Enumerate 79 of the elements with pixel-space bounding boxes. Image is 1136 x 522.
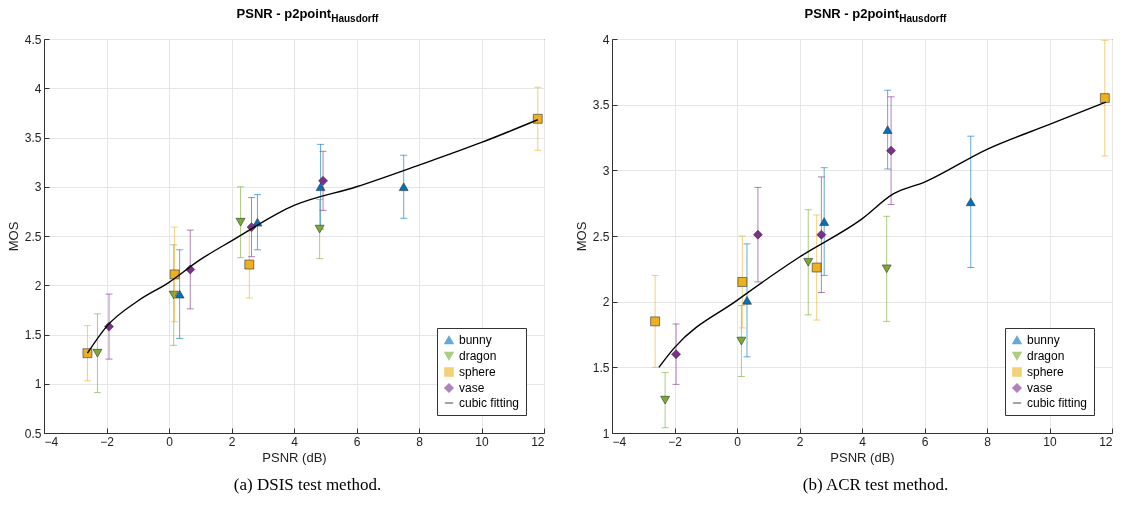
text: (a) DSIS test method. (232, 475, 383, 495)
point (92, 349, 103, 358)
y-axis-title: MOS (5, 221, 21, 252)
point (318, 176, 328, 186)
point (882, 125, 893, 134)
y-tick-label: 4 (602, 32, 610, 47)
point (742, 296, 752, 305)
legend-label: bunny (1027, 333, 1060, 347)
y-tick-label: 0.5 (24, 426, 42, 441)
chart-title: PSNR - p2point$_{Hausdorff}$ (235, 5, 380, 26)
point (82, 348, 93, 358)
point (174, 289, 185, 299)
y-tick-label: 3.5 (24, 131, 42, 145)
x-tick-label: −2 (100, 434, 115, 449)
y-tick-label: 1.5 (592, 360, 610, 375)
y-tick-label: 1 (602, 426, 610, 441)
point (315, 182, 326, 191)
legend-label: cubic fitting (1027, 396, 1088, 410)
x-tick-label: 0 (166, 434, 174, 449)
legend-label: vase (1027, 381, 1053, 395)
y-tick-label: 1 (34, 377, 42, 392)
point (168, 290, 179, 300)
point (532, 114, 543, 124)
point (736, 336, 747, 346)
point (811, 262, 822, 273)
y-tick-label: 3.5 (592, 98, 610, 113)
legend-label: sphere (1027, 365, 1065, 379)
y-tick-label: 4.5 (24, 32, 42, 47)
point (753, 229, 763, 240)
y-axis-title: MOS (573, 221, 589, 252)
point (660, 395, 670, 405)
x-tick-label: 8 (416, 434, 424, 449)
point (244, 259, 255, 270)
text: (b) ACR test method. (801, 475, 950, 495)
x-tick-label: 6 (353, 434, 361, 449)
x-tick-label: 8 (984, 434, 992, 449)
legend-label: dragon (459, 349, 497, 363)
x-tick-label: 2 (796, 434, 804, 449)
y-tick-label: 3 (602, 163, 610, 178)
x-tick-label: −2 (668, 434, 683, 449)
point (650, 316, 660, 327)
x-tick-label: −4 (612, 434, 627, 449)
point (803, 258, 814, 267)
legend-label: cubic fitting (459, 396, 520, 410)
point (886, 145, 896, 156)
x-axis-title: PSNR (dB) (262, 449, 327, 465)
legend-label: bunny (459, 333, 492, 347)
point (235, 218, 246, 227)
x-tick-label: 0 (734, 434, 742, 449)
y-tick-label: 2.5 (24, 229, 42, 244)
y-tick-label: 2 (602, 295, 610, 310)
y-tick-label: 2 (34, 278, 42, 293)
x-tick-label: 12 (531, 434, 545, 449)
point (819, 217, 829, 226)
x-tick-label: 10 (1043, 434, 1057, 449)
x-tick-label: 10 (475, 434, 489, 449)
point (881, 264, 892, 274)
point (965, 197, 976, 207)
legend-label: dragon (1027, 349, 1065, 363)
y-tick-label: 1.5 (24, 328, 42, 342)
point (314, 224, 325, 234)
y-tick-label: 3 (34, 180, 42, 195)
y-tick-label: 2.5 (592, 229, 610, 244)
point (816, 229, 827, 240)
chart-title: PSNR - p2point$_{Hausdorff}$ (803, 5, 948, 26)
point (671, 349, 681, 359)
y-tick-label: 4 (34, 81, 42, 96)
x-tick-label: 6 (921, 434, 929, 449)
x-tick-label: 4 (291, 434, 299, 449)
point (737, 277, 748, 287)
x-tick-label: −4 (44, 434, 59, 449)
point (398, 182, 409, 191)
x-axis-title: PSNR (dB) (830, 449, 895, 465)
legend-label: vase (459, 381, 485, 395)
x-tick-label: 4 (859, 434, 867, 449)
point (1100, 93, 1110, 103)
legend-label: sphere (459, 365, 497, 379)
x-tick-label: 12 (1099, 434, 1113, 449)
x-tick-label: 2 (228, 434, 236, 449)
